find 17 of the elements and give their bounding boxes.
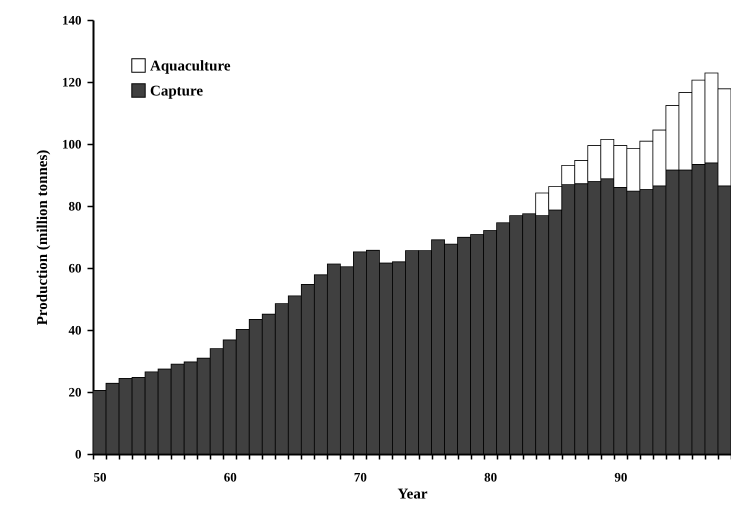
legend-label: Aquaculture — [150, 58, 231, 74]
x-tick-label: 60 — [224, 470, 237, 484]
x-tick-label: 80 — [484, 470, 498, 484]
y-tick-label: 0 — [75, 446, 82, 462]
x-tick-label: 70 — [354, 470, 367, 484]
y-tick-label: 80 — [68, 198, 82, 214]
x-tick-label: 50 — [94, 470, 107, 484]
x-tick-label: 90 — [614, 470, 628, 484]
y-tick-label: 120 — [62, 74, 82, 90]
y-tick-label: 60 — [68, 260, 82, 276]
y-axis-title: Production (million tonnes) — [35, 150, 51, 326]
y-tick-label: 40 — [68, 322, 82, 338]
y-tick-label: 100 — [62, 136, 82, 152]
x-axis-title: Year — [398, 486, 428, 502]
legend-label: Capture — [150, 84, 204, 100]
y-tick-label: 20 — [68, 384, 82, 400]
y-tick-label: 140 — [62, 12, 82, 28]
